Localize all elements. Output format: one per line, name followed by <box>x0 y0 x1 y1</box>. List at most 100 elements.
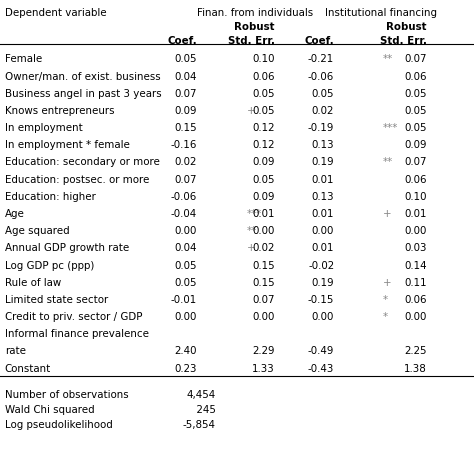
Text: Education: secondary or more: Education: secondary or more <box>5 158 160 168</box>
Text: +: + <box>383 278 392 288</box>
Text: 0.00: 0.00 <box>404 226 427 236</box>
Text: 0.06: 0.06 <box>253 71 275 82</box>
Text: 0.11: 0.11 <box>404 278 427 288</box>
Text: 0.00: 0.00 <box>404 312 427 322</box>
Text: 0.02: 0.02 <box>174 158 197 168</box>
Text: -0.49: -0.49 <box>308 346 334 356</box>
Text: 0.05: 0.05 <box>253 174 275 185</box>
Text: Log pseudolikelihood: Log pseudolikelihood <box>5 420 112 431</box>
Text: 4,454: 4,454 <box>186 390 216 400</box>
Text: -0.19: -0.19 <box>308 123 334 133</box>
Text: 0.04: 0.04 <box>174 71 197 82</box>
Text: 0.04: 0.04 <box>174 243 197 253</box>
Text: 0.09: 0.09 <box>174 106 197 116</box>
Text: -0.43: -0.43 <box>308 364 334 374</box>
Text: 0.01: 0.01 <box>312 243 334 253</box>
Text: Coef.: Coef. <box>167 36 197 46</box>
Text: Education: postsec. or more: Education: postsec. or more <box>5 174 149 185</box>
Text: 0.00: 0.00 <box>312 312 334 322</box>
Text: Number of observations: Number of observations <box>5 390 128 400</box>
Text: 0.05: 0.05 <box>174 55 197 65</box>
Text: 0.19: 0.19 <box>311 278 334 288</box>
Text: 2.25: 2.25 <box>404 346 427 356</box>
Text: Annual GDP growth rate: Annual GDP growth rate <box>5 243 129 253</box>
Text: 0.23: 0.23 <box>174 364 197 374</box>
Text: 0.06: 0.06 <box>404 174 427 185</box>
Text: 0.02: 0.02 <box>253 243 275 253</box>
Text: 0.09: 0.09 <box>253 158 275 168</box>
Text: 0.05: 0.05 <box>404 123 427 133</box>
Text: *: * <box>383 295 388 305</box>
Text: Knows entrepreneurs: Knows entrepreneurs <box>5 106 114 116</box>
Text: -0.16: -0.16 <box>170 140 197 150</box>
Text: Age squared: Age squared <box>5 226 69 236</box>
Text: 2.40: 2.40 <box>174 346 197 356</box>
Text: 1.33: 1.33 <box>252 364 275 374</box>
Text: 0.05: 0.05 <box>404 89 427 99</box>
Text: Coef.: Coef. <box>304 36 334 46</box>
Text: 0.00: 0.00 <box>174 226 197 236</box>
Text: Informal finance prevalence: Informal finance prevalence <box>5 329 149 339</box>
Text: 0.07: 0.07 <box>404 158 427 168</box>
Text: -0.06: -0.06 <box>171 192 197 202</box>
Text: Wald Chi squared: Wald Chi squared <box>5 405 94 415</box>
Text: -0.04: -0.04 <box>171 209 197 219</box>
Text: 0.14: 0.14 <box>404 261 427 271</box>
Text: -0.21: -0.21 <box>308 55 334 65</box>
Text: Owner/man. of exist. business: Owner/man. of exist. business <box>5 71 160 82</box>
Text: -0.15: -0.15 <box>308 295 334 305</box>
Text: Std. Err.: Std. Err. <box>228 36 275 46</box>
Text: 0.05: 0.05 <box>404 106 427 116</box>
Text: 1.38: 1.38 <box>404 364 427 374</box>
Text: Std. Err.: Std. Err. <box>380 36 427 46</box>
Text: +: + <box>383 209 392 219</box>
Text: 0.07: 0.07 <box>174 89 197 99</box>
Text: ***: *** <box>383 123 398 133</box>
Text: Rule of law: Rule of law <box>5 278 61 288</box>
Text: 0.05: 0.05 <box>253 106 275 116</box>
Text: Log GDP pc (ppp): Log GDP pc (ppp) <box>5 261 94 271</box>
Text: 0.01: 0.01 <box>253 209 275 219</box>
Text: 0.06: 0.06 <box>404 71 427 82</box>
Text: 0.15: 0.15 <box>252 261 275 271</box>
Text: Limited state sector: Limited state sector <box>5 295 108 305</box>
Text: 0.06: 0.06 <box>404 295 427 305</box>
Text: 2.29: 2.29 <box>253 346 275 356</box>
Text: 0.05: 0.05 <box>253 89 275 99</box>
Text: Dependent variable: Dependent variable <box>5 8 106 18</box>
Text: 0.00: 0.00 <box>312 226 334 236</box>
Text: 0.09: 0.09 <box>404 140 427 150</box>
Text: -0.06: -0.06 <box>308 71 334 82</box>
Text: 0.00: 0.00 <box>253 226 275 236</box>
Text: 0.09: 0.09 <box>253 192 275 202</box>
Text: 0.10: 0.10 <box>253 55 275 65</box>
Text: 0.12: 0.12 <box>253 140 275 150</box>
Text: 0.07: 0.07 <box>404 55 427 65</box>
Text: 0.12: 0.12 <box>253 123 275 133</box>
Text: *: * <box>383 312 388 322</box>
Text: 0.05: 0.05 <box>174 278 197 288</box>
Text: 0.02: 0.02 <box>312 106 334 116</box>
Text: 245: 245 <box>190 405 216 415</box>
Text: 0.01: 0.01 <box>404 209 427 219</box>
Text: 0.00: 0.00 <box>174 312 197 322</box>
Text: -5,854: -5,854 <box>182 420 216 431</box>
Text: Age: Age <box>5 209 25 219</box>
Text: 0.07: 0.07 <box>253 295 275 305</box>
Text: Female: Female <box>5 55 42 65</box>
Text: 0.13: 0.13 <box>311 192 334 202</box>
Text: 0.07: 0.07 <box>174 174 197 185</box>
Text: 0.15: 0.15 <box>252 278 275 288</box>
Text: Constant: Constant <box>5 364 51 374</box>
Text: **: ** <box>383 158 393 168</box>
Text: 0.01: 0.01 <box>312 174 334 185</box>
Text: Credit to priv. sector / GDP: Credit to priv. sector / GDP <box>5 312 142 322</box>
Text: 0.03: 0.03 <box>404 243 427 253</box>
Text: -0.02: -0.02 <box>308 261 334 271</box>
Text: ***: *** <box>246 209 262 219</box>
Text: 0.00: 0.00 <box>253 312 275 322</box>
Text: +: + <box>246 106 255 116</box>
Text: In employment: In employment <box>5 123 82 133</box>
Text: **: ** <box>246 226 257 236</box>
Text: Robust: Robust <box>235 22 275 33</box>
